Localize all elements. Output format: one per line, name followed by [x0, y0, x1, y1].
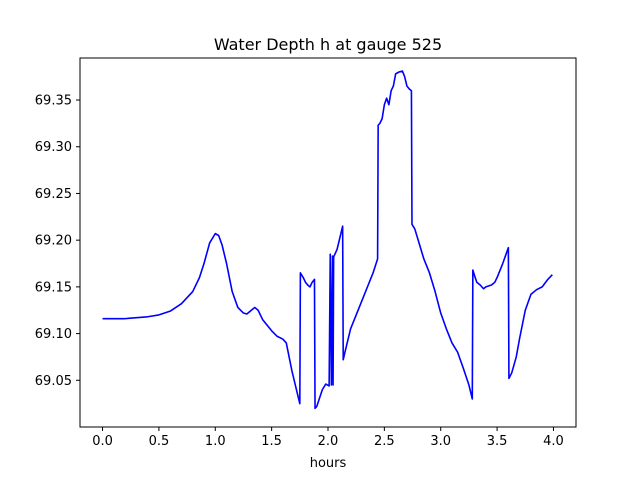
x-tick-label: 2.0 [318, 434, 339, 449]
y-tick-label: 69.25 [35, 187, 72, 202]
y-tick-label: 69.35 [35, 94, 72, 109]
x-axis: 0.0 0.5 1.0 1.5 2.0 2.5 3.0 3.5 4.0 [92, 427, 564, 449]
y-tick-label: 69.10 [35, 327, 72, 342]
chart-title: Water Depth h at gauge 525 [214, 35, 442, 54]
y-tick-label: 69.20 [35, 234, 72, 249]
x-tick-label: 3.0 [430, 434, 451, 449]
y-axis: 69.05 69.10 69.15 69.20 69.25 69.30 69.35 [35, 94, 80, 389]
x-tick-label: 3.5 [487, 434, 508, 449]
plot-frame [79, 57, 577, 428]
y-tick-label: 69.15 [35, 280, 72, 295]
x-tick-label: 0.5 [149, 434, 170, 449]
x-tick-label: 1.5 [261, 434, 282, 449]
x-tick-label: 0.0 [92, 434, 113, 449]
plot-area [102, 70, 553, 410]
x-tick-label: 1.0 [205, 434, 226, 449]
x-tick-label: 2.5 [374, 434, 395, 449]
x-axis-label: hours [310, 456, 347, 471]
x-tick-label: 4.0 [543, 434, 564, 449]
series-line-0 [102, 70, 553, 410]
y-tick-label: 69.05 [35, 374, 72, 389]
y-tick-label: 69.30 [35, 140, 72, 155]
